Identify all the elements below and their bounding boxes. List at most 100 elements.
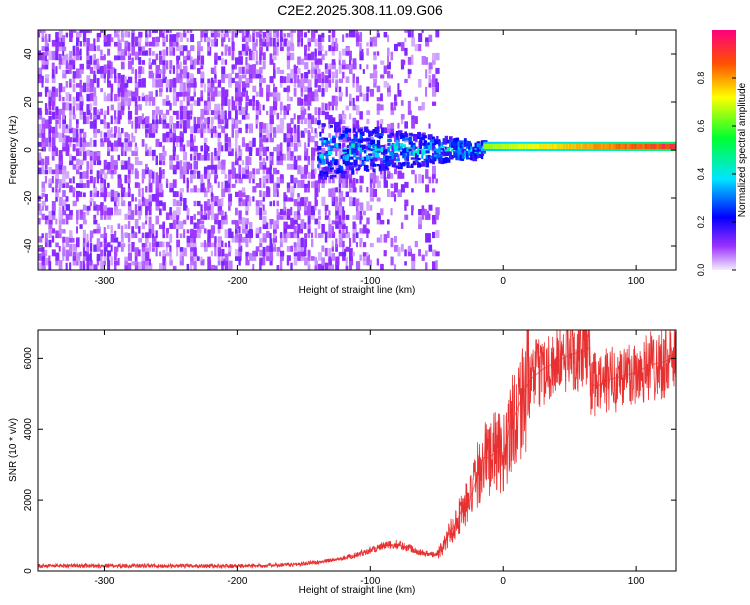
heatmap-cell — [273, 68, 276, 74]
heatmap-cell — [235, 228, 238, 234]
heatmap-cell — [387, 134, 391, 138]
heatmap-cell — [252, 64, 257, 74]
heatmap-cell — [89, 252, 92, 261]
heatmap-cell — [387, 82, 390, 88]
heatmap-cell — [203, 213, 207, 220]
snr-trend-line — [38, 346, 676, 567]
heatmap-cell — [186, 80, 190, 88]
heatmap-cell — [432, 156, 436, 160]
heatmap-cell — [193, 237, 196, 243]
heatmap-cell — [286, 123, 292, 129]
heatmap-cell — [79, 30, 84, 33]
heatmap-cell — [162, 52, 166, 61]
heatmap-cell — [207, 87, 212, 93]
heatmap-cell — [317, 152, 322, 155]
heatmap-cell — [148, 150, 153, 156]
heatmap-cell — [279, 149, 283, 156]
heatmap-cell — [259, 104, 262, 111]
heatmap-cell — [79, 74, 82, 79]
heatmap-cell — [141, 46, 145, 52]
heatmap-cell — [349, 143, 353, 150]
heatmap-cell — [293, 30, 296, 33]
heatmap-cell — [207, 146, 210, 152]
heatmap-cell — [269, 151, 274, 156]
heatmap-cell — [131, 231, 136, 239]
heatmap-cell — [120, 49, 125, 56]
heatmap-cell — [674, 143, 676, 149]
heatmap-cell — [172, 149, 176, 156]
heatmap-cell — [120, 161, 125, 170]
heatmap-cell — [117, 136, 122, 147]
heatmap-cell — [134, 69, 138, 79]
heatmap-cell — [300, 37, 303, 47]
heatmap-cell — [107, 224, 110, 229]
heatmap-cell — [276, 30, 279, 38]
heatmap-cell — [290, 245, 293, 252]
heatmap-cell — [193, 254, 198, 261]
heatmap-cell — [366, 259, 371, 266]
heatmap-cell — [169, 251, 172, 257]
heatmap-cell — [120, 225, 124, 234]
heatmap-cell — [214, 86, 218, 97]
heatmap-cell — [435, 230, 440, 238]
heatmap-cell — [383, 149, 386, 156]
heatmap-cell — [276, 183, 280, 188]
heatmap-cell — [193, 222, 197, 229]
heatmap-cell — [300, 237, 304, 248]
heatmap-cell — [241, 236, 247, 243]
heatmap-cell — [162, 120, 167, 129]
heatmap-cell — [145, 167, 149, 175]
heatmap-cell — [235, 147, 238, 152]
heatmap-cell — [82, 263, 86, 270]
heatmap-cell — [193, 91, 196, 97]
heatmap-cell — [131, 261, 136, 266]
heatmap-cell — [79, 66, 84, 74]
heatmap-cell — [366, 168, 370, 172]
heatmap-cell — [321, 141, 327, 145]
heatmap-cell — [444, 138, 448, 143]
heatmap-cell — [141, 50, 146, 56]
heatmap-cell — [200, 108, 205, 115]
heatmap-cell — [38, 195, 41, 202]
heatmap-cell — [266, 230, 270, 238]
heatmap-cell — [55, 259, 59, 266]
heatmap-cell — [107, 137, 110, 143]
heatmap-cell — [366, 42, 369, 47]
heatmap-cell — [235, 220, 240, 229]
heatmap-cell — [162, 133, 167, 143]
heatmap-cell — [650, 143, 653, 149]
heatmap-cell — [304, 94, 309, 102]
heatmap-cell — [297, 79, 302, 88]
heatmap-cell — [134, 209, 138, 216]
heatmap-cell — [51, 187, 55, 193]
heatmap-cell — [127, 188, 131, 193]
snr-line — [38, 330, 676, 570]
heatmap-cell — [169, 245, 172, 252]
heatmap-cell — [93, 139, 97, 147]
heatmap-cell — [252, 97, 255, 106]
heatmap-cell — [393, 162, 397, 168]
heatmap-cell — [148, 91, 153, 97]
heatmap-cell — [214, 38, 218, 47]
heatmap-cell — [162, 169, 165, 175]
heatmap-cell — [297, 202, 302, 211]
heatmap-cell — [535, 143, 539, 149]
heatmap-cell — [304, 186, 308, 193]
heatmap-cell — [407, 248, 412, 257]
heatmap-cell — [58, 232, 62, 239]
heatmap-cell — [76, 50, 81, 56]
heatmap-cell — [406, 157, 410, 162]
heatmap-cell — [62, 54, 66, 61]
heatmap-cell — [266, 146, 269, 152]
heatmap-cell — [286, 187, 291, 193]
heatmap-cell — [152, 73, 155, 79]
heatmap-cell — [127, 133, 131, 143]
heatmap-cell — [93, 229, 97, 234]
heatmap-cell — [269, 137, 274, 143]
heatmap-cell — [62, 35, 66, 42]
heatmap-cell — [453, 142, 457, 148]
heatmap-cell — [145, 41, 149, 47]
heatmap-cell — [221, 181, 224, 188]
heatmap-cell — [96, 129, 101, 134]
heatmap-cell — [335, 150, 338, 156]
